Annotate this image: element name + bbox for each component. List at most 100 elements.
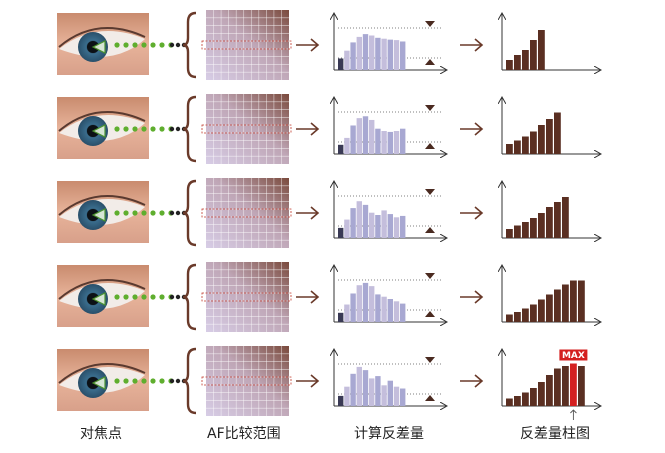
caption-focus-point: 对焦点 bbox=[80, 426, 122, 442]
ellipsis-dot bbox=[169, 210, 175, 216]
af-row-highlight bbox=[201, 208, 292, 218]
ellipsis-dot bbox=[175, 210, 181, 216]
focus-triangle bbox=[91, 124, 106, 138]
histogram-bar bbox=[522, 136, 529, 154]
contrast-bar bbox=[338, 144, 344, 154]
contrast-bar bbox=[344, 50, 350, 70]
histogram-bar bbox=[562, 284, 569, 322]
histogram-bar bbox=[546, 294, 553, 322]
contrast-bar bbox=[362, 34, 369, 70]
lower-marker bbox=[425, 143, 435, 149]
arrow bbox=[296, 122, 320, 136]
focus-dot bbox=[123, 210, 129, 216]
caption-calc-contrast: 计算反差量 bbox=[354, 426, 424, 442]
ellipsis-dot bbox=[169, 294, 175, 300]
lower-marker bbox=[425, 59, 435, 65]
focus-dot bbox=[141, 378, 147, 384]
eyelid bbox=[58, 363, 146, 384]
focus-dot bbox=[114, 126, 120, 132]
upper-marker bbox=[425, 357, 435, 363]
focus-dot bbox=[132, 210, 138, 216]
histogram-bar bbox=[522, 222, 529, 238]
focus-dot bbox=[123, 42, 129, 48]
max-label: MAX bbox=[562, 351, 585, 361]
max-pointer bbox=[570, 409, 577, 420]
contrast-bar bbox=[356, 285, 362, 322]
focus-dot bbox=[159, 42, 165, 48]
focus-dot bbox=[114, 294, 120, 300]
contrast-bar bbox=[381, 385, 387, 406]
focus-dot bbox=[159, 126, 165, 132]
contrast-bar bbox=[344, 219, 350, 238]
af-row-highlight bbox=[201, 376, 292, 386]
contrast-bar bbox=[381, 210, 387, 238]
brace bbox=[182, 11, 197, 79]
focus-dot bbox=[159, 378, 165, 384]
contrast-bar bbox=[400, 388, 406, 406]
diagram-row bbox=[57, 178, 600, 248]
contrast-bar bbox=[362, 204, 369, 238]
focus-dot bbox=[150, 126, 156, 132]
arrow bbox=[296, 206, 320, 220]
histogram-bar bbox=[554, 289, 561, 322]
focus-dot bbox=[123, 126, 129, 132]
contrast-bar bbox=[400, 41, 406, 70]
histogram-bar bbox=[562, 366, 569, 406]
ellipsis-dot bbox=[175, 378, 181, 384]
af-grid-bg bbox=[206, 346, 289, 416]
focus-dot bbox=[123, 378, 129, 384]
focus-dot bbox=[114, 42, 120, 48]
contrast-bar bbox=[344, 304, 350, 322]
contrast-bar bbox=[393, 386, 400, 406]
histogram-bar bbox=[506, 144, 513, 154]
contrast-bar bbox=[400, 128, 406, 154]
histogram-bar bbox=[514, 396, 521, 406]
contrast-bar bbox=[369, 119, 375, 154]
ellipsis-dot bbox=[169, 378, 175, 384]
histogram-bar bbox=[546, 375, 553, 406]
contrast-bar bbox=[350, 42, 356, 70]
contrast-bar bbox=[369, 378, 375, 406]
af-grid bbox=[201, 346, 292, 416]
contrast-bar bbox=[356, 36, 362, 70]
max-bar bbox=[570, 363, 577, 406]
histogram-bar bbox=[506, 398, 513, 406]
ellipsis-dot bbox=[175, 126, 181, 132]
contrast-bar bbox=[338, 395, 344, 406]
focus-dot bbox=[114, 210, 120, 216]
contrast-bar bbox=[393, 131, 400, 154]
contrast-bar bbox=[381, 131, 387, 154]
focus-dot bbox=[141, 210, 147, 216]
af-grid bbox=[201, 10, 292, 80]
brace bbox=[182, 179, 197, 247]
contrast-bar bbox=[356, 366, 362, 406]
ellipsis-dot bbox=[169, 42, 175, 48]
arrow bbox=[460, 374, 484, 388]
focus-triangle bbox=[91, 208, 106, 222]
brace bbox=[182, 263, 197, 331]
focus-triangle bbox=[91, 376, 106, 390]
arrow bbox=[460, 122, 484, 136]
diagram-row bbox=[57, 10, 600, 80]
focus-triangle bbox=[91, 40, 106, 54]
histogram-bar bbox=[538, 30, 545, 70]
contrast-bar bbox=[350, 293, 356, 322]
focus-dot bbox=[132, 126, 138, 132]
contrast-bar bbox=[338, 58, 344, 70]
histogram-bar bbox=[538, 213, 545, 238]
upper-marker bbox=[425, 189, 435, 195]
diagram-row bbox=[57, 94, 600, 164]
histogram-bar bbox=[514, 140, 521, 154]
af-grid bbox=[201, 94, 292, 164]
histogram-bar bbox=[562, 197, 569, 238]
contrast-bar bbox=[387, 380, 393, 406]
histogram-bar bbox=[506, 60, 513, 70]
contrast-bar bbox=[381, 296, 387, 322]
af-grid-bg bbox=[206, 178, 289, 248]
histogram-bar bbox=[554, 112, 561, 154]
focus-dot bbox=[150, 294, 156, 300]
focus-dot bbox=[150, 42, 156, 48]
ellipsis-dot bbox=[175, 42, 181, 48]
contrast-bar bbox=[375, 215, 381, 238]
contrast-bar bbox=[369, 212, 375, 238]
